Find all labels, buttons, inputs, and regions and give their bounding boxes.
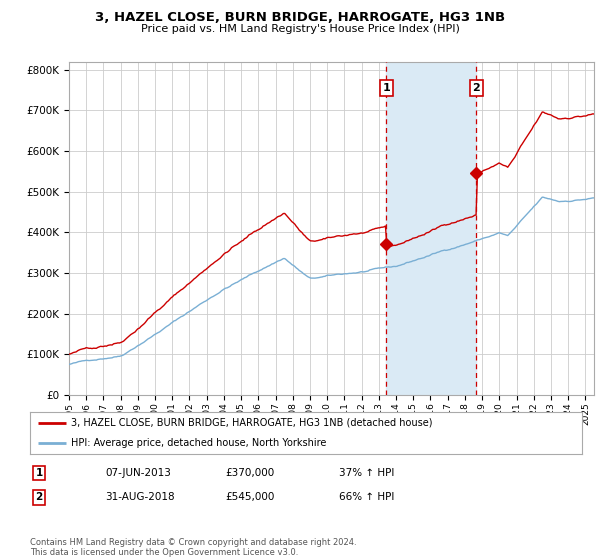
Text: 1: 1 (35, 468, 43, 478)
Text: 37% ↑ HPI: 37% ↑ HPI (339, 468, 394, 478)
Text: £545,000: £545,000 (225, 492, 274, 502)
Text: 2: 2 (35, 492, 43, 502)
Text: Contains HM Land Registry data © Crown copyright and database right 2024.
This d: Contains HM Land Registry data © Crown c… (30, 538, 356, 557)
Text: £370,000: £370,000 (225, 468, 274, 478)
Text: 2: 2 (472, 83, 480, 93)
Text: 07-JUN-2013: 07-JUN-2013 (105, 468, 171, 478)
Text: 66% ↑ HPI: 66% ↑ HPI (339, 492, 394, 502)
Text: Price paid vs. HM Land Registry's House Price Index (HPI): Price paid vs. HM Land Registry's House … (140, 24, 460, 34)
Text: HPI: Average price, detached house, North Yorkshire: HPI: Average price, detached house, Nort… (71, 438, 327, 448)
Text: 3, HAZEL CLOSE, BURN BRIDGE, HARROGATE, HG3 1NB: 3, HAZEL CLOSE, BURN BRIDGE, HARROGATE, … (95, 11, 505, 24)
Text: 31-AUG-2018: 31-AUG-2018 (105, 492, 175, 502)
Bar (386, 62, 476, 395)
Text: 3, HAZEL CLOSE, BURN BRIDGE, HARROGATE, HG3 1NB (detached house): 3, HAZEL CLOSE, BURN BRIDGE, HARROGATE, … (71, 418, 433, 428)
Text: 1: 1 (383, 83, 390, 93)
